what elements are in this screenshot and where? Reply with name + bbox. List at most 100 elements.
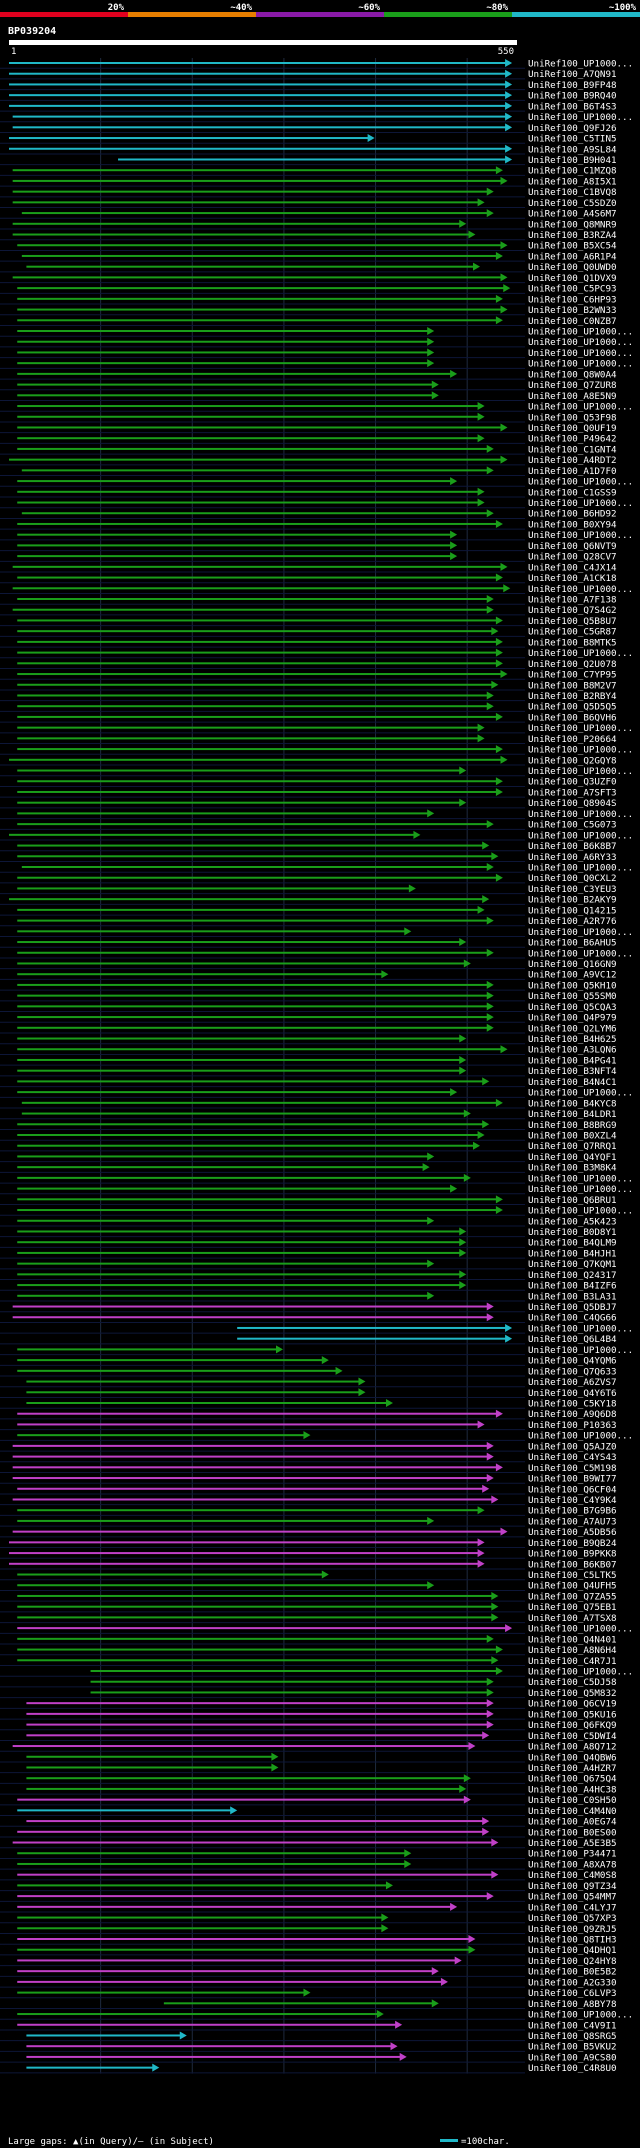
- hit-row[interactable]: UniRef100_B6QVH6: [0, 712, 617, 723]
- hit-bar[interactable]: [17, 1219, 429, 1222]
- hit-bar[interactable]: [17, 1176, 465, 1179]
- hit-bar[interactable]: [17, 941, 461, 944]
- hit-label[interactable]: UniRef100_UP1000...: [528, 584, 633, 595]
- hit-bar[interactable]: [17, 2023, 397, 2026]
- hit-label[interactable]: UniRef100_Q55SM0: [528, 991, 617, 1002]
- hit-row[interactable]: UniRef100_Q2U078: [0, 659, 617, 670]
- hit-row[interactable]: UniRef100_Q7Q633: [0, 1366, 617, 1377]
- hit-row[interactable]: UniRef100_C4LYJ7: [0, 1902, 617, 1913]
- hit-label[interactable]: UniRef100_A7AU73: [528, 1516, 617, 1527]
- hit-bar[interactable]: [17, 501, 479, 504]
- hit-bar[interactable]: [17, 415, 479, 418]
- hit-row[interactable]: UniRef100_A4S6M7: [0, 209, 617, 220]
- hit-row[interactable]: UniRef100_B4HJH1: [0, 1248, 617, 1259]
- hit-row[interactable]: UniRef100_Q57XP3: [0, 1913, 617, 1924]
- hit-row[interactable]: UniRef100_Q28CV7: [0, 552, 617, 563]
- hit-row[interactable]: UniRef100_Q9ZRJ5: [0, 1924, 617, 1935]
- hit-label[interactable]: UniRef100_A4HZR7: [528, 1763, 617, 1774]
- hit-label[interactable]: UniRef100_UP1000...: [528, 1667, 633, 1678]
- hit-row[interactable]: UniRef100_C4Y9K4: [0, 1495, 617, 1506]
- hit-row[interactable]: UniRef100_UP1000...: [0, 723, 633, 734]
- hit-bar[interactable]: [17, 480, 452, 483]
- hit-row[interactable]: UniRef100_Q8SRG5: [0, 2031, 617, 2042]
- hit-label[interactable]: UniRef100_C6LVP3: [528, 1988, 617, 1999]
- hit-row[interactable]: UniRef100_B3M8K4: [0, 1163, 617, 1174]
- hit-row[interactable]: UniRef100_C0NZB7: [0, 316, 617, 327]
- hit-row[interactable]: UniRef100_A2G330: [0, 1977, 617, 1988]
- hit-label[interactable]: UniRef100_A9SL84: [528, 144, 617, 155]
- hit-bar[interactable]: [26, 1734, 484, 1737]
- hit-label[interactable]: UniRef100_Q8MNR9: [528, 219, 617, 230]
- hit-row[interactable]: UniRef100_Q6FKQ9: [0, 1720, 617, 1731]
- hit-row[interactable]: UniRef100_Q5D5Q5: [0, 702, 617, 713]
- hit-bar[interactable]: [17, 962, 465, 965]
- hit-row[interactable]: UniRef100_UP1000...: [0, 2010, 633, 2021]
- hit-bar[interactable]: [17, 1284, 461, 1287]
- hit-label[interactable]: UniRef100_Q8W0A4: [528, 369, 617, 380]
- hit-bar[interactable]: [17, 244, 502, 247]
- hit-label[interactable]: UniRef100_B3LA31: [528, 1291, 617, 1302]
- hit-bar[interactable]: [17, 1970, 433, 1973]
- hit-bar[interactable]: [17, 619, 497, 622]
- hit-label[interactable]: UniRef100_Q7ZUR8: [528, 380, 617, 391]
- hit-label[interactable]: UniRef100_Q28CV7: [528, 552, 617, 563]
- hit-label[interactable]: UniRef100_Q16GN9: [528, 959, 617, 970]
- hit-bar[interactable]: [237, 1326, 507, 1329]
- hit-label[interactable]: UniRef100_B6T4S3: [528, 101, 617, 112]
- hit-row[interactable]: UniRef100_A9Q6D8: [0, 1409, 617, 1420]
- hit-bar[interactable]: [17, 1809, 232, 1812]
- hit-row[interactable]: UniRef100_B0E5B2: [0, 1967, 617, 1978]
- hit-row[interactable]: UniRef100_Q5CQA3: [0, 1002, 617, 1013]
- hit-row[interactable]: UniRef100_B6T4S3: [0, 101, 617, 112]
- hit-row[interactable]: UniRef100_UP1000...: [0, 359, 633, 370]
- hit-label[interactable]: UniRef100_B6AHU5: [528, 938, 617, 949]
- hit-bar[interactable]: [26, 1723, 488, 1726]
- hit-label[interactable]: UniRef100_UP1000...: [528, 927, 633, 938]
- hit-label[interactable]: UniRef100_Q9TZ34: [528, 1881, 617, 1892]
- hit-row[interactable]: UniRef100_UP1000...: [0, 477, 633, 488]
- hit-label[interactable]: UniRef100_UP1000...: [528, 948, 633, 959]
- hit-row[interactable]: UniRef100_Q5DBJ7: [0, 1302, 617, 1313]
- hit-row[interactable]: UniRef100_A8XA78: [0, 1859, 617, 1870]
- hit-bar[interactable]: [17, 437, 479, 440]
- hit-label[interactable]: UniRef100_B0XZL4: [528, 1131, 617, 1142]
- hit-label[interactable]: UniRef100_Q2LYM6: [528, 1023, 617, 1034]
- hit-label[interactable]: UniRef100_Q54MM7: [528, 1892, 617, 1903]
- hit-row[interactable]: UniRef100_B3NFT4: [0, 1066, 617, 1077]
- hit-bar[interactable]: [17, 1905, 452, 1908]
- hit-label[interactable]: UniRef100_B6K8B7: [528, 841, 617, 852]
- hit-bar[interactable]: [17, 1359, 323, 1362]
- hit-row[interactable]: UniRef100_C1BVQ8: [0, 187, 617, 198]
- hit-bar[interactable]: [90, 1680, 488, 1683]
- hit-label[interactable]: UniRef100_A6RY33: [528, 852, 617, 863]
- hit-bar[interactable]: [17, 855, 493, 858]
- hit-bar[interactable]: [12, 1745, 470, 1748]
- hit-bar[interactable]: [17, 1251, 461, 1254]
- hit-label[interactable]: UniRef100_UP1000...: [528, 809, 633, 820]
- hit-row[interactable]: UniRef100_C5DJ58: [0, 1677, 617, 1688]
- hit-label[interactable]: UniRef100_C4M0S8: [528, 1870, 617, 1881]
- hit-label[interactable]: UniRef100_A5K423: [528, 1216, 617, 1227]
- hit-bar[interactable]: [17, 1155, 429, 1158]
- hit-bar[interactable]: [17, 1037, 461, 1040]
- hit-row[interactable]: UniRef100_B6KB07: [0, 1559, 617, 1570]
- hit-label[interactable]: UniRef100_UP1000...: [528, 59, 633, 70]
- hit-row[interactable]: UniRef100_Q0UF19: [0, 423, 617, 434]
- hit-row[interactable]: UniRef100_A5K423: [0, 1216, 617, 1227]
- hit-label[interactable]: UniRef100_C5TIN5: [528, 134, 617, 145]
- hit-label[interactable]: UniRef100_B9RQ40: [528, 91, 617, 102]
- hit-row[interactable]: UniRef100_A5E3B5: [0, 1838, 617, 1849]
- hit-bar[interactable]: [9, 833, 415, 836]
- hit-bar[interactable]: [9, 1541, 479, 1544]
- hit-label[interactable]: UniRef100_UP1000...: [528, 1345, 633, 1356]
- hit-row[interactable]: UniRef100_C1GSS9: [0, 487, 617, 498]
- hit-row[interactable]: UniRef100_A7SFT3: [0, 787, 617, 798]
- hit-row[interactable]: UniRef100_B8MTK5: [0, 637, 617, 648]
- hit-row[interactable]: UniRef100_B4PG41: [0, 1055, 617, 1066]
- hit-row[interactable]: UniRef100_Q0CXL2: [0, 873, 617, 884]
- hit-row[interactable]: UniRef100_Q6CV19: [0, 1699, 617, 1710]
- hit-row[interactable]: UniRef100_UP1000...: [0, 1624, 633, 1635]
- hit-row[interactable]: UniRef100_Q8TIH3: [0, 1935, 617, 1946]
- hit-bar[interactable]: [17, 1209, 497, 1212]
- hit-bar[interactable]: [26, 1787, 461, 1790]
